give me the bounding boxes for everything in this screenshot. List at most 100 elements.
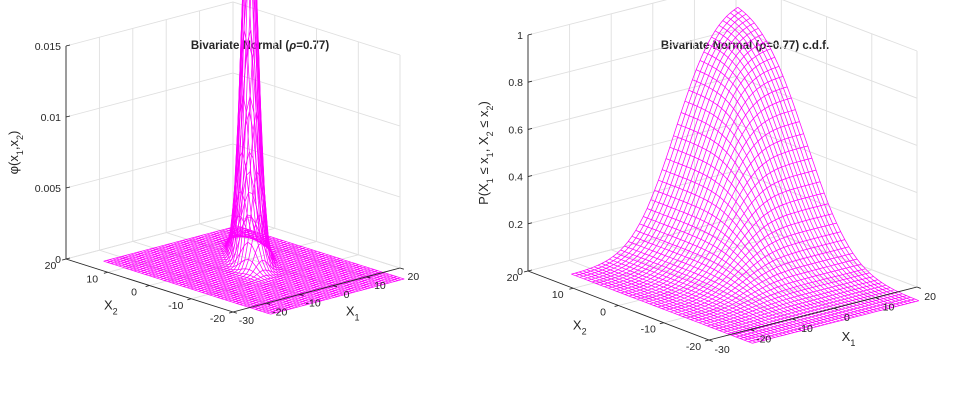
- mesh-line-x2: [217, 261, 352, 298]
- mesh-line-x2: [719, 284, 886, 331]
- x1-tick-label: 10: [374, 280, 386, 292]
- mesh-line-x2: [612, 66, 780, 291]
- x2-tick-mark: [659, 322, 664, 325]
- x2-tick-mark: [524, 270, 529, 273]
- mesh-line-x2: [118, 230, 253, 267]
- grid-line: [527, 28, 918, 99]
- x2-tick-mark: [103, 271, 108, 274]
- mesh-line-x2: [583, 17, 751, 280]
- mesh-line-x2: [587, 22, 755, 281]
- mesh-line-x2: [707, 276, 874, 327]
- x1-tick-label: 20: [408, 271, 420, 283]
- mesh-line-x2: [575, 10, 743, 277]
- x2-tick-label: 20: [45, 260, 57, 272]
- x1-axis-line: [232, 267, 401, 313]
- mesh-line-x2: [266, 277, 401, 314]
- mesh-line-x2: [224, 264, 359, 301]
- surface-mesh: [571, 6, 919, 344]
- mesh-line-x2: [130, 234, 264, 271]
- mesh-line-x2: [187, 171, 321, 289]
- mesh-line-x2: [168, 0, 302, 283]
- x1-tick-label: 0: [844, 312, 850, 324]
- x1-tick-label: -10: [306, 298, 321, 310]
- mesh-line-x2: [682, 246, 849, 317]
- x1-tick-mark: [333, 285, 338, 288]
- mesh-line-x2: [628, 109, 796, 297]
- x1-axis-label: X1: [842, 329, 856, 348]
- mesh-line-x2: [202, 256, 336, 293]
- z-tick-mark: [527, 127, 533, 130]
- mesh-line-x1: [646, 208, 829, 325]
- x1-tick-mark: [399, 267, 404, 270]
- x2-tick-label: 0: [600, 306, 606, 318]
- mesh-line-x2: [649, 169, 817, 305]
- mesh-line-x2: [641, 145, 808, 302]
- x2-tick-label: 10: [86, 273, 98, 285]
- z-tick-mark: [527, 80, 533, 83]
- x1-tick-mark: [833, 307, 838, 311]
- mesh-line-x2: [255, 273, 390, 310]
- z-tick-label: 0: [517, 266, 523, 278]
- grid-line: [65, 143, 401, 198]
- mesh-line-x2: [616, 75, 784, 292]
- mesh-line-x2: [670, 222, 837, 313]
- mesh-line-x1: [590, 267, 772, 339]
- z-tick-label: 0.015: [35, 41, 61, 53]
- mesh-line-x2: [608, 56, 775, 289]
- mesh-line-x2: [183, 111, 317, 287]
- x2-tick-mark: [229, 311, 234, 314]
- pdf-surface-panel: Bivariate Normal (ρ=0.77) -30 -20 -10 0 10 20…: [6, 0, 419, 327]
- mesh-line-x2: [243, 270, 378, 307]
- mesh-line-x2: [160, 0, 295, 280]
- mesh-line-x2: [152, 29, 287, 278]
- mesh-line-x2: [175, 0, 310, 285]
- x2-tick-label: 20: [507, 272, 519, 284]
- mesh-line-x2: [571, 6, 739, 275]
- z-tick-mark: [527, 175, 533, 178]
- mesh-line-x2: [236, 267, 371, 304]
- mesh-line-x2: [126, 232, 260, 269]
- z-tick-label: 0: [55, 254, 61, 266]
- mesh-line-x2: [262, 276, 397, 313]
- x2-tick-mark: [705, 339, 710, 342]
- chart-title: Bivariate Normal (ρ=0.77) c.d.f.: [661, 40, 829, 52]
- chart-title: Bivariate Normal (ρ=0.77): [191, 40, 330, 52]
- z-tick-label: 0.01: [41, 112, 62, 124]
- mesh-line-x2: [624, 97, 792, 295]
- x2-tick-label: -20: [686, 341, 701, 353]
- z-tick-label: 0.8: [508, 77, 523, 89]
- x2-axis-label: X2: [104, 298, 118, 317]
- mesh-line-x2: [259, 275, 393, 311]
- mesh-line-x2: [206, 258, 340, 295]
- x1-tick-mark: [750, 328, 755, 332]
- z-tick-mark: [65, 115, 71, 118]
- mesh-line-x2: [657, 192, 825, 308]
- x2-tick-mark: [614, 305, 619, 307]
- x1-tick-label: -10: [798, 323, 813, 335]
- mesh-line-x2: [591, 27, 759, 283]
- z-tick-mark: [527, 33, 533, 36]
- mesh-line-x2: [752, 300, 919, 344]
- mesh-line-x2: [661, 203, 829, 309]
- mesh-line-x2: [103, 225, 238, 262]
- x2-tick-label: -20: [210, 313, 225, 325]
- mesh-line-x2: [164, 0, 298, 281]
- mesh-line-x2: [727, 289, 895, 335]
- x1-axis-label: X1: [346, 303, 360, 322]
- mesh-line-x2: [122, 231, 257, 268]
- x1-tick-mark: [266, 302, 271, 305]
- x1-tick-label: 10: [883, 302, 895, 314]
- x1-tick-mark: [792, 318, 797, 321]
- mesh-line-x2: [213, 260, 348, 297]
- mesh-line-x2: [698, 268, 866, 324]
- x1-tick-mark: [708, 339, 713, 342]
- mesh-line-x2: [637, 133, 804, 300]
- mesh-line-x1: [635, 230, 817, 328]
- x2-tick-mark: [187, 298, 192, 301]
- mesh-line-x2: [579, 13, 747, 278]
- mesh-line-x2: [678, 239, 845, 316]
- mesh-line-x2: [232, 266, 367, 303]
- z-tick-label: 1: [517, 30, 523, 42]
- grid-line: [527, 0, 918, 52]
